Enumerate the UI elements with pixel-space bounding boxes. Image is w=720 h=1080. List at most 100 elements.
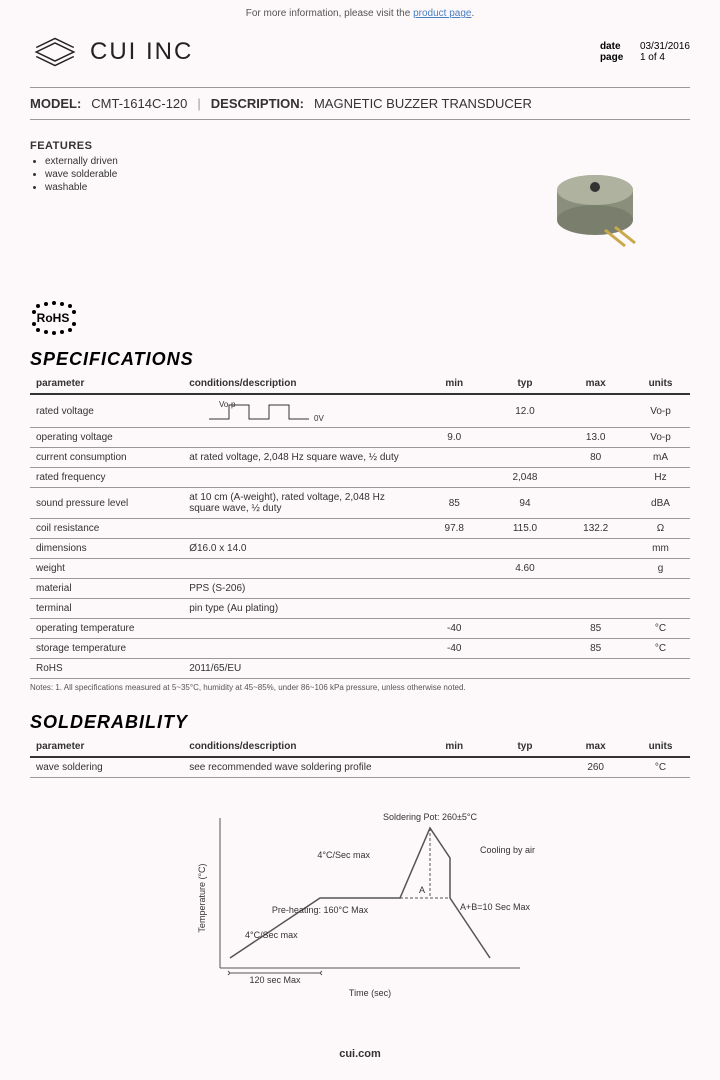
svg-text:Pre-heating: 160°C Max: Pre-heating: 160°C Max — [272, 905, 369, 915]
th-units: units — [631, 737, 690, 757]
th-cond: conditions/description — [183, 737, 419, 757]
cell-cond: Vo-p 0V — [183, 394, 419, 428]
top-banner: For more information, please visit the p… — [0, 0, 720, 27]
cell-units: mA — [631, 448, 690, 468]
cell-units: °C — [631, 639, 690, 659]
cell-min — [419, 757, 490, 778]
meta-info: date 03/31/2016 page 1 of 4 — [600, 41, 690, 63]
svg-text:A+B=10 Sec Max: A+B=10 Sec Max — [460, 902, 531, 912]
cell-param: terminal — [30, 599, 183, 619]
solder-table: parameter conditions/description min typ… — [30, 737, 690, 778]
banner-prefix: For more information, please visit the — [246, 8, 413, 19]
cell-cond: see recommended wave soldering profile — [183, 757, 419, 778]
cell-min — [419, 468, 490, 488]
cell-param: weight — [30, 559, 183, 579]
svg-text:4°C/Sec max: 4°C/Sec max — [245, 930, 298, 940]
table-row: operating voltage 9.0 13.0 Vo-p — [30, 428, 690, 448]
table-header: parameter conditions/description min typ… — [30, 374, 690, 394]
svg-text:A: A — [419, 885, 425, 895]
cell-units — [631, 659, 690, 679]
model-value: CMT-1614C-120 — [91, 96, 187, 111]
cell-units: dBA — [631, 488, 690, 519]
cell-cond — [183, 519, 419, 539]
cell-max: 132.2 — [560, 519, 631, 539]
th-param: parameter — [30, 737, 183, 757]
cell-param: current consumption — [30, 448, 183, 468]
cell-units: g — [631, 559, 690, 579]
svg-text:Time (sec): Time (sec) — [349, 988, 391, 998]
cell-typ — [490, 448, 561, 468]
model-bar: MODEL: CMT-1614C-120 | DESCRIPTION: MAGN… — [30, 87, 690, 120]
spec-table: parameter conditions/description min typ… — [30, 374, 690, 679]
cell-units — [631, 579, 690, 599]
th-units: units — [631, 374, 690, 394]
cell-max: 260 — [560, 757, 631, 778]
table-row: rated voltage Vo-p 0V 12.0 Vo-p — [30, 394, 690, 428]
cell-min — [419, 659, 490, 679]
svg-text:Temperature (°C): Temperature (°C) — [197, 863, 207, 932]
cell-param: RoHS — [30, 659, 183, 679]
logo: CUI INC — [30, 37, 193, 67]
th-param: parameter — [30, 374, 183, 394]
cell-min: -40 — [419, 639, 490, 659]
cell-min — [419, 599, 490, 619]
feature-item: wave solderable — [45, 169, 118, 180]
svg-text:Soldering Pot: 260±5°C: Soldering Pot: 260±5°C — [383, 812, 478, 822]
th-cond: conditions/description — [183, 374, 419, 394]
cell-param: storage temperature — [30, 639, 183, 659]
th-min: min — [419, 737, 490, 757]
desc-label: DESCRIPTION: — [211, 96, 304, 111]
cell-max: 80 — [560, 448, 631, 468]
solder-profile-chart: Soldering Pot: 260±5°C 4°C/Sec max Cooli… — [30, 798, 690, 998]
cell-min: 85 — [419, 488, 490, 519]
svg-text:0V: 0V — [314, 414, 324, 423]
cell-max — [560, 659, 631, 679]
cell-typ — [490, 639, 561, 659]
cell-cond — [183, 468, 419, 488]
cell-typ: 115.0 — [490, 519, 561, 539]
logo-text: CUI INC — [90, 38, 193, 66]
cell-min — [419, 579, 490, 599]
cell-units: °C — [631, 757, 690, 778]
cell-cond: at rated voltage, 2,048 Hz square wave, … — [183, 448, 419, 468]
cell-param: sound pressure level — [30, 488, 183, 519]
cui-logo-icon — [30, 37, 80, 67]
cell-max — [560, 599, 631, 619]
table-row: wave soldering see recommended wave sold… — [30, 757, 690, 778]
table-row: material PPS (S-206) — [30, 579, 690, 599]
product-page-link[interactable]: product page — [413, 8, 471, 19]
cell-typ: 94 — [490, 488, 561, 519]
cell-max — [560, 468, 631, 488]
page-label: page — [600, 52, 632, 63]
cell-typ — [490, 599, 561, 619]
cell-cond: at 10 cm (A-weight), rated voltage, 2,04… — [183, 488, 419, 519]
cell-param: coil resistance — [30, 519, 183, 539]
features-list: externally driven wave solderable washab… — [45, 156, 118, 193]
cell-typ — [490, 659, 561, 679]
separator: | — [197, 96, 200, 111]
rohs-badge: RoHS — [30, 300, 76, 339]
cell-units: °C — [631, 619, 690, 639]
features-title: FEATURES — [30, 140, 118, 152]
th-typ: typ — [490, 737, 561, 757]
cell-param: rated voltage — [30, 394, 183, 428]
table-row: storage temperature -40 85 °C — [30, 639, 690, 659]
cell-typ — [490, 619, 561, 639]
svg-text:4°C/Sec max: 4°C/Sec max — [317, 850, 370, 860]
desc-value: MAGNETIC BUZZER TRANSDUCER — [314, 96, 532, 111]
cell-max — [560, 559, 631, 579]
cell-typ: 2,048 — [490, 468, 561, 488]
cell-max — [560, 394, 631, 428]
cell-param: wave soldering — [30, 757, 183, 778]
cell-max — [560, 579, 631, 599]
cell-units: Ω — [631, 519, 690, 539]
footer-text: cui.com — [339, 1048, 381, 1060]
feature-item: externally driven — [45, 156, 118, 167]
cell-cond: PPS (S-206) — [183, 579, 419, 599]
model-label: MODEL: — [30, 96, 81, 111]
cell-typ — [490, 757, 561, 778]
cell-typ: 12.0 — [490, 394, 561, 428]
cell-cond — [183, 619, 419, 639]
cell-max: 13.0 — [560, 428, 631, 448]
date-label: date — [600, 41, 632, 52]
